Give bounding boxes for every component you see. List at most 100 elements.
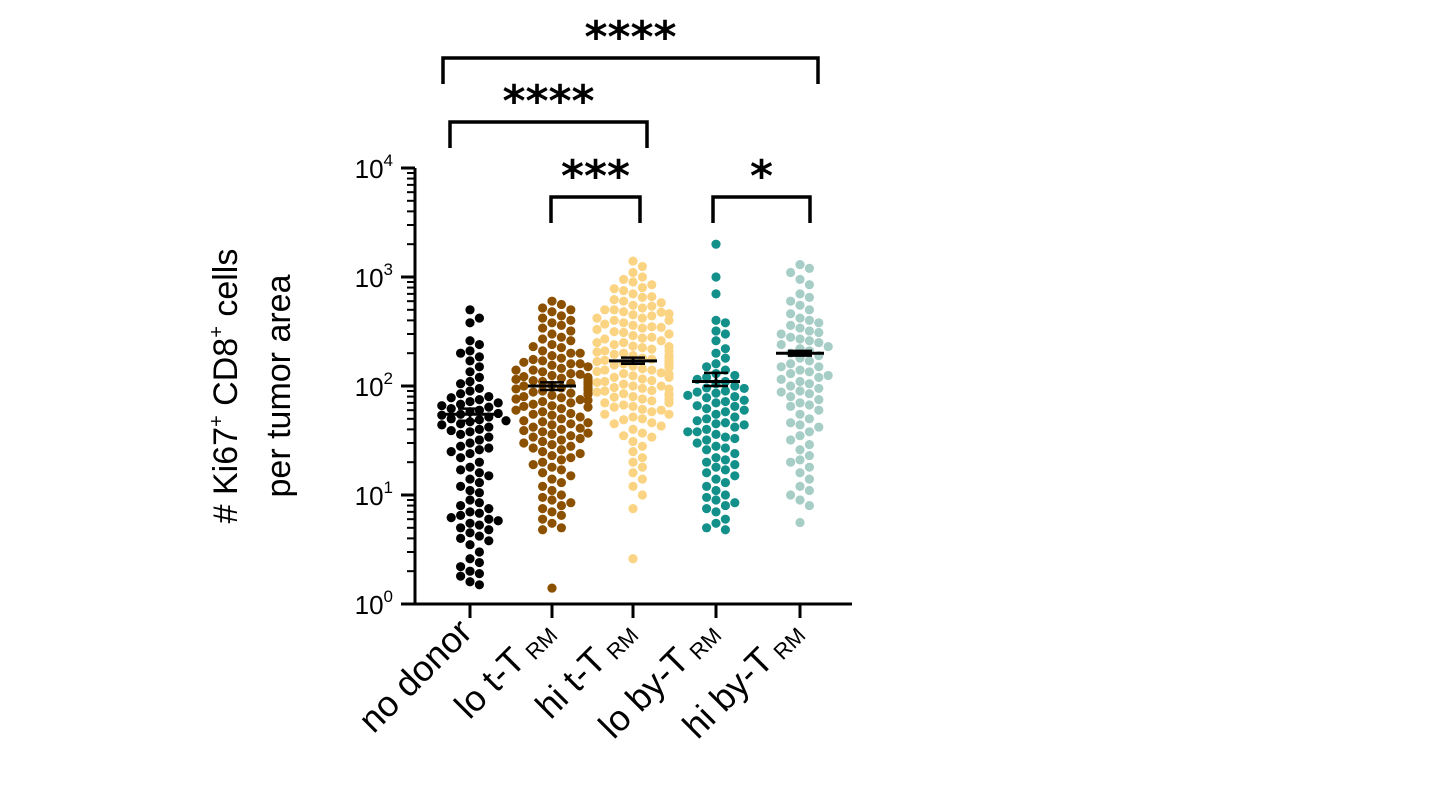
data-point: [609, 372, 619, 382]
data-point: [720, 514, 731, 524]
data-point: [592, 387, 602, 397]
data-point: [519, 401, 529, 411]
data-point: [547, 410, 557, 420]
data-point: [730, 391, 740, 402]
data-point: [795, 313, 805, 323]
data-point: [795, 398, 805, 408]
data-point: [566, 408, 576, 419]
data-point: [465, 367, 475, 377]
data-point: [474, 580, 484, 590]
data-point: [720, 418, 731, 428]
data-point: [647, 311, 657, 321]
data-point: [720, 465, 731, 475]
data-point: [592, 347, 602, 357]
axes: 100 101 102 103 104: [355, 151, 852, 620]
data-point: [628, 424, 638, 434]
data-point: [804, 367, 815, 377]
data-point: [465, 376, 475, 387]
data-point: [795, 386, 805, 396]
data-point: [720, 477, 731, 488]
data-point: [609, 339, 619, 350]
data-point: [511, 365, 521, 375]
data-point: [538, 447, 548, 457]
data-point: [619, 348, 629, 358]
data-point: [484, 536, 494, 546]
data-point: [456, 510, 466, 520]
data-point: [465, 540, 475, 550]
data-point: [795, 274, 805, 285]
data-point: [804, 485, 815, 496]
data-point: [776, 362, 786, 372]
data-point: [556, 490, 567, 500]
data-point: [556, 435, 567, 445]
data-point: [501, 416, 511, 426]
data-point: [456, 348, 466, 358]
significance-bracket: [549, 195, 642, 223]
data-point: [465, 427, 475, 437]
data-point: [538, 481, 548, 491]
data-point: [664, 315, 674, 325]
data-point: [538, 492, 548, 503]
data-point: [619, 296, 629, 306]
data-point: [484, 525, 494, 535]
data-point: [786, 391, 796, 402]
data-point: [692, 438, 702, 448]
data-point: [637, 441, 648, 451]
data-point: [628, 391, 638, 402]
data-point: [730, 433, 740, 444]
data-point: [814, 338, 824, 348]
data-point: [519, 416, 529, 426]
data-point: [556, 353, 567, 363]
data-point: [474, 339, 484, 350]
data-point: [656, 336, 666, 346]
data-point: [711, 419, 721, 429]
data-point: [547, 360, 557, 370]
data-point: [465, 438, 475, 448]
data-point: [566, 471, 576, 481]
data-point: [592, 324, 602, 335]
data-point: [465, 386, 475, 396]
data-point: [814, 327, 824, 338]
data-point: [474, 498, 484, 508]
data-point: [804, 280, 815, 290]
data-point: [711, 409, 721, 419]
data-point: [566, 398, 576, 408]
x-category-label: no donor: [350, 611, 479, 740]
data-point: [575, 412, 585, 422]
data-point: [538, 303, 548, 313]
data-point: [456, 465, 466, 475]
data-point: [456, 481, 466, 491]
data-point: [592, 377, 602, 387]
data-point: [664, 398, 674, 408]
data-point: [575, 348, 585, 358]
data-point: [547, 318, 557, 328]
data-point: [637, 303, 648, 313]
data-point: [600, 319, 610, 329]
data-point: [465, 518, 475, 528]
data-point: [556, 299, 567, 310]
data-point: [804, 450, 815, 461]
data-point: [566, 441, 576, 451]
y-axis-label-line2: per tumor area: [260, 274, 298, 497]
data-point: [519, 371, 529, 382]
data-point: [795, 455, 805, 465]
data-point: [804, 263, 815, 273]
data-point: [683, 390, 693, 400]
data-point: [474, 488, 484, 498]
data-point: [547, 474, 557, 484]
y-tick-label: 103: [355, 260, 393, 293]
data-point: [702, 383, 712, 393]
data-point: [519, 438, 529, 448]
data-point: [456, 562, 466, 572]
data-point: [664, 309, 674, 319]
x-category-label: hi by-T RM: [674, 611, 810, 747]
data-point: [637, 261, 648, 272]
data-point: [566, 498, 576, 508]
data-point: [804, 292, 815, 302]
data-point: [474, 395, 484, 405]
data-point: [465, 462, 475, 472]
data-point: [786, 457, 796, 467]
data-point: [566, 348, 576, 358]
data-point: [664, 409, 674, 419]
data-point: [465, 448, 475, 459]
